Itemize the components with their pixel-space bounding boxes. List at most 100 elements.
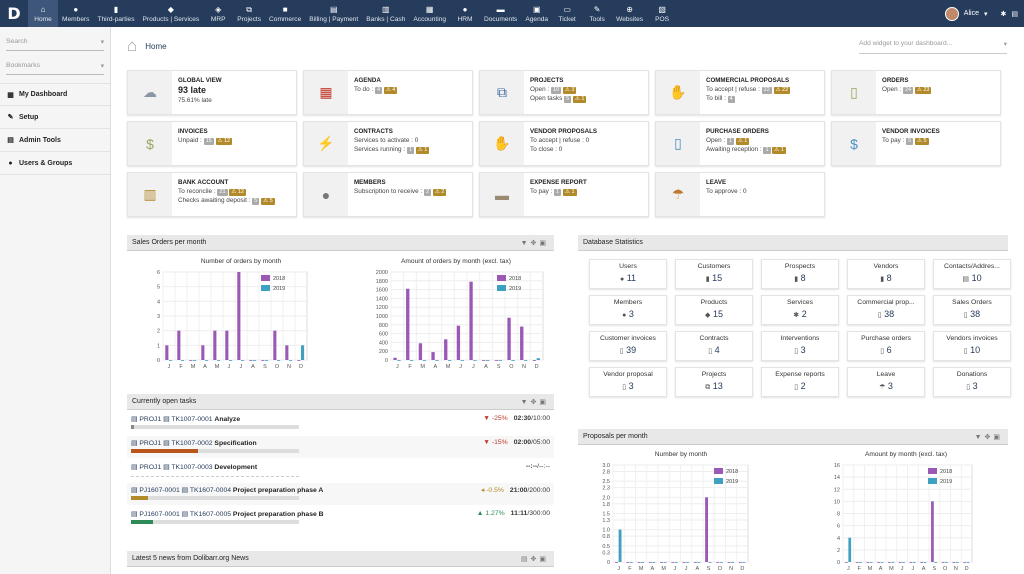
task-ref[interactable]: TK1007-0002 [171, 440, 213, 447]
bar-2018-A[interactable] [201, 345, 205, 360]
user-area[interactable]: Alice ▾ ✱ ▤ [944, 0, 1024, 27]
bar-2018-S[interactable] [261, 360, 265, 361]
box-line[interactable]: To accept | refuse : 0 [530, 136, 597, 145]
box-purchase-orders[interactable]: ▯ PURCHASE ORDERS Open : 1 ⚠ 1 Awaiting rec… [655, 121, 825, 166]
bar-2019-A[interactable] [697, 562, 701, 563]
bar-2019-D[interactable] [301, 345, 305, 360]
bar-2018-A[interactable] [920, 562, 924, 563]
panel-tools[interactable]: ▼✥▣ [520, 399, 549, 406]
bar-2019-J[interactable] [169, 360, 173, 361]
stat-expense-reports[interactable]: Expense reports ▯ 2 [761, 367, 839, 397]
panel-tools[interactable]: ▼✥▣ [520, 240, 549, 247]
box-line[interactable]: To approve : 0 [706, 187, 747, 196]
stat-interventions[interactable]: Interventions ▯ 3 [761, 331, 839, 361]
sidebar-item-setup[interactable]: ✎ Setup [0, 106, 110, 129]
bar-2018-N[interactable] [727, 562, 731, 563]
bar-2018-O[interactable] [273, 330, 277, 360]
bar-2018-O[interactable] [941, 562, 945, 563]
box-line[interactable]: To pay : 1 ⚠ 1 [530, 187, 587, 196]
stat-sales-orders[interactable]: Sales Orders ▯ 38 [933, 295, 1011, 325]
bar-2018-A[interactable] [648, 562, 652, 563]
bar-2019-A[interactable] [880, 562, 884, 563]
bar-2019-M[interactable] [448, 360, 452, 361]
bar-2019-D[interactable] [966, 562, 970, 563]
bar-2018-J[interactable] [456, 325, 461, 360]
bar-2018-D[interactable] [738, 562, 742, 563]
bar-2018-J[interactable] [225, 330, 229, 360]
bar-2018-A[interactable] [249, 360, 253, 361]
sidebar-item-my-dashboard[interactable]: ▦ My Dashboard [0, 83, 110, 106]
bar-2019-M[interactable] [663, 562, 667, 563]
menu-billing-payment[interactable]: ▤ Billing | Payment [305, 0, 362, 27]
bar-2018-J[interactable] [671, 562, 675, 563]
bar-2019-O[interactable] [719, 562, 723, 563]
bar-2018-A[interactable] [431, 352, 435, 360]
task-row[interactable]: ▤ PROJ1 ▤ TK1007-0002 Specification ▼ -15… [127, 436, 554, 458]
bar-2019-D[interactable] [536, 358, 540, 360]
bar-2019-O[interactable] [511, 360, 515, 361]
bar-2018-D[interactable] [297, 360, 301, 361]
bar-2019-M[interactable] [641, 562, 645, 563]
bar-2019-N[interactable] [955, 562, 959, 563]
menu-ticket[interactable]: ▭ Ticket [552, 0, 582, 27]
bar-2019-A[interactable] [205, 360, 209, 361]
task-ref[interactable]: TK1007-0001 [171, 416, 213, 423]
menu-third-parties[interactable]: ▮ Third-parties [93, 0, 138, 27]
bar-2018-M[interactable] [866, 562, 870, 563]
box-commercial-proposals[interactable]: ✋ COMMERCIAL PROPOSALS To accept | refuse … [655, 70, 825, 115]
stat-donations[interactable]: Donations ▯ 3 [933, 367, 1011, 397]
bar-2018-M[interactable] [888, 562, 891, 563]
bar-2019-A[interactable] [253, 360, 257, 361]
project-ref[interactable]: PJ1607-0001 [139, 511, 180, 518]
bar-2019-N[interactable] [524, 360, 528, 361]
bar-2018-N[interactable] [520, 326, 524, 360]
task-ref[interactable]: TK1607-0004 [189, 487, 232, 494]
menu-websites[interactable]: ⊕ Websites [612, 0, 647, 27]
box-line[interactable]: To bill : 4 [706, 94, 790, 103]
bar-2018-D[interactable] [532, 360, 537, 361]
bar-2018-M[interactable] [213, 330, 217, 360]
page-title[interactable]: Home [145, 41, 167, 51]
box-line[interactable]: To accept | refuse : 22 ⚠ 22 [706, 85, 791, 94]
bar-2018-M[interactable] [418, 343, 423, 360]
box-line[interactable]: Open : 1 ⚠ 1 [706, 136, 786, 145]
bar-2019-J[interactable] [229, 360, 233, 361]
box-line[interactable]: To do : 4 ⚠ 4 [354, 85, 398, 94]
menu-tools[interactable]: ✎ Tools [582, 0, 612, 27]
bar-2018-J[interactable] [393, 357, 397, 360]
bar-2019-S[interactable] [708, 562, 712, 563]
bar-2018-M[interactable] [189, 360, 193, 361]
bar-2018-A[interactable] [482, 360, 486, 361]
stat-customers[interactable]: Customers ▮ 15 [675, 259, 753, 289]
bar-2019-J[interactable] [848, 537, 852, 562]
stat-commercial-prop-[interactable]: Commercial prop... ▯ 38 [847, 295, 925, 325]
box-line[interactable]: Checks awaiting deposit : 5 ⚠ 5 [178, 196, 275, 205]
box-line[interactable]: To pay : 5 ⚠ 5 [882, 136, 940, 145]
menu-projects[interactable]: ⧉ Projects [233, 0, 265, 27]
menu-commerce[interactable]: ■ Commerce [265, 0, 305, 27]
bar-2019-J[interactable] [618, 529, 622, 562]
stat-vendors-invoices[interactable]: Vendors invoices ▯ 10 [933, 331, 1011, 361]
bar-2019-M[interactable] [193, 360, 197, 361]
bar-2019-A[interactable] [923, 562, 927, 563]
chevron-down-icon[interactable]: ▾ [983, 10, 988, 18]
box-line[interactable]: Open : 24 ⚠ 23 [882, 85, 932, 94]
sidebar-item-users-groups[interactable]: ● Users & Groups [0, 152, 110, 175]
menu-pos[interactable]: ▧ POS [647, 0, 677, 27]
stat-members[interactable]: Members ● 3 [589, 295, 667, 325]
bar-2018-J[interactable] [469, 281, 473, 360]
task-row[interactable]: ▤ PJ1607-0001 ▤ TK1607-0005 Project prep… [127, 507, 554, 529]
bar-2019-J[interactable] [902, 562, 905, 563]
bar-2018-F[interactable] [855, 562, 859, 563]
bar-2019-F[interactable] [181, 360, 185, 361]
bar-2018-S[interactable] [705, 497, 709, 562]
bar-2018-A[interactable] [693, 562, 697, 563]
bug-icon[interactable]: ✱ [1000, 10, 1007, 18]
stat-vendors[interactable]: Vendors ▮ 8 [847, 259, 925, 289]
bar-2019-S[interactable] [498, 360, 502, 361]
bar-2018-J[interactable] [165, 345, 169, 360]
bar-2018-J[interactable] [845, 562, 848, 563]
bar-2019-A[interactable] [652, 562, 656, 563]
bar-2018-F[interactable] [406, 288, 410, 360]
bar-2019-N[interactable] [731, 562, 735, 563]
